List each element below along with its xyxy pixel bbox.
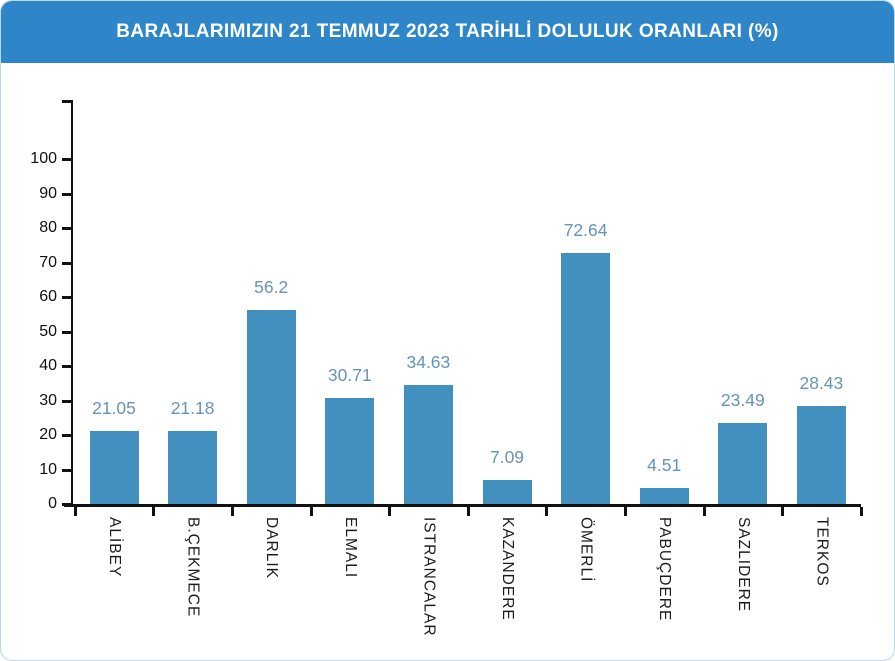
x-category-label: ISTRANCALAR: [420, 517, 438, 637]
y-tick: [62, 365, 71, 368]
x-category-label: ELMALI: [341, 517, 359, 579]
y-tick-label: 60: [39, 288, 57, 305]
y-tick-label: 50: [39, 322, 57, 340]
x-category-label: ÖMERLİ: [577, 517, 595, 583]
x-tick: [702, 507, 706, 516]
bar-2: [168, 430, 218, 504]
bar-value-label: 28.43: [799, 372, 844, 393]
x-tick: [859, 507, 863, 516]
bar-value-label: 21.05: [92, 398, 136, 419]
x-tick: [73, 507, 77, 516]
x-category-label: DARLIK: [263, 517, 281, 579]
chart-title-bar: BARAJLARIMIZIN 21 TEMMUZ 2023 TARİHLİ DO…: [1, 1, 894, 63]
y-tick: [62, 158, 71, 161]
y-tick: [62, 296, 71, 299]
y-tick-label: 30: [39, 391, 57, 409]
bar-5: [403, 384, 453, 504]
x-category-label: ALİBEY: [106, 517, 123, 578]
y-axis-endcap-tick: [62, 100, 71, 103]
y-tick: [62, 227, 71, 230]
x-category-label: SAZLIDERE: [734, 517, 752, 613]
y-tick-label: 80: [39, 219, 57, 236]
bar-value-label: 30.71: [327, 365, 372, 386]
page-title: BARAJLARIMIZIN 21 TEMMUZ 2023 TARİHLİ DO…: [116, 21, 779, 42]
x-tick: [623, 507, 627, 516]
bar-4: [325, 398, 375, 504]
x-axis-line: [64, 504, 862, 507]
bar-value-label: 23.49: [720, 389, 765, 410]
x-tick: [781, 507, 785, 516]
y-axis-line: [71, 100, 73, 507]
y-tick: [62, 399, 71, 403]
bar-value-label: 7.09: [489, 446, 525, 467]
bar-10: [796, 405, 846, 504]
y-tick-label: 100: [30, 150, 57, 167]
x-category-label: TERKOS: [813, 517, 831, 587]
y-tick-label: 20: [39, 426, 57, 443]
bar-value-label: 4.51: [647, 455, 682, 476]
x-category-label: PABUÇDERE: [656, 517, 674, 622]
y-tick-label: 90: [39, 184, 57, 202]
y-tick-label: 10: [39, 460, 57, 478]
bar-6: [482, 479, 532, 504]
x-tick: [230, 507, 234, 516]
y-tick: [62, 330, 71, 334]
bar-1: [89, 431, 139, 504]
bar-value-label: 72.64: [563, 220, 608, 241]
bar-value-label: 34.63: [406, 351, 451, 372]
y-tick: [62, 468, 71, 472]
y-tick: [62, 192, 71, 196]
bar-3: [246, 310, 296, 504]
y-tick-label: 0: [48, 495, 57, 512]
bar-value-label: 21.18: [170, 397, 215, 418]
x-tick: [309, 507, 313, 516]
bar-8: [639, 488, 689, 504]
bar-value-label: 56.2: [254, 277, 289, 298]
x-category-label: KAZANDERE: [499, 517, 516, 621]
x-tick: [388, 507, 392, 516]
bar-9: [718, 422, 768, 504]
y-tick-label: 70: [39, 253, 57, 271]
y-tick: [62, 261, 71, 265]
x-tick: [545, 507, 549, 516]
bar-7: [561, 253, 611, 504]
x-tick: [152, 507, 156, 516]
x-category-label: B.ÇEKMECE: [184, 517, 202, 618]
y-tick-label: 40: [39, 357, 57, 374]
x-tick: [466, 507, 470, 516]
y-tick: [62, 434, 71, 437]
